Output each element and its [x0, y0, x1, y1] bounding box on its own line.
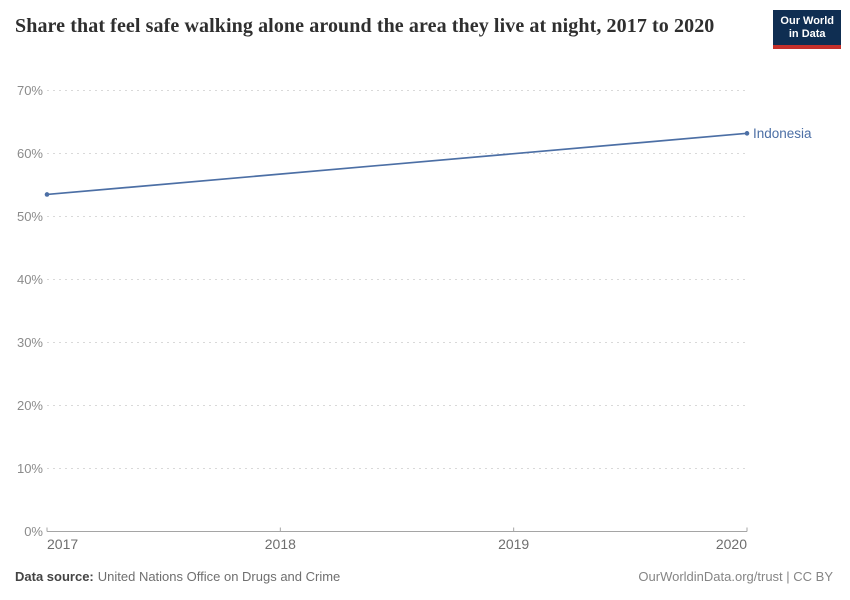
x-tick-label: 2017	[47, 536, 78, 552]
chart-title: Share that feel safe walking alone aroun…	[15, 15, 715, 37]
data-source-value: United Nations Office on Drugs and Crime	[97, 569, 341, 584]
y-tick-label: 0%	[24, 524, 43, 539]
x-tick-label: 2020	[716, 536, 747, 552]
x-tick-label: 2018	[265, 536, 296, 552]
y-tick-label: 40%	[17, 272, 43, 287]
license-link[interactable]: OurWorldinData.org/trust | CC BY	[638, 569, 833, 584]
data-line[interactable]	[46, 132, 748, 196]
data-source: Data source: United Nations Office on Dru…	[15, 569, 340, 584]
y-tick-label: 30%	[17, 335, 43, 350]
y-tick-label: 60%	[17, 146, 43, 161]
y-tick-label: 10%	[17, 461, 43, 476]
owid-logo-line2: in Data	[788, 28, 826, 40]
owid-logo[interactable]: Our World in Data	[773, 10, 841, 49]
y-tick-label: 50%	[17, 209, 43, 224]
owid-logo-line1: Our World	[780, 15, 834, 27]
series-label[interactable]: Indonesia	[753, 126, 812, 141]
y-tick-label: 70%	[17, 83, 43, 98]
data-source-label: Data source:	[15, 569, 94, 584]
data-point[interactable]	[744, 131, 750, 136]
x-tick-label: 2019	[498, 536, 529, 552]
data-point[interactable]	[44, 192, 50, 197]
y-tick-label: 20%	[17, 398, 43, 413]
